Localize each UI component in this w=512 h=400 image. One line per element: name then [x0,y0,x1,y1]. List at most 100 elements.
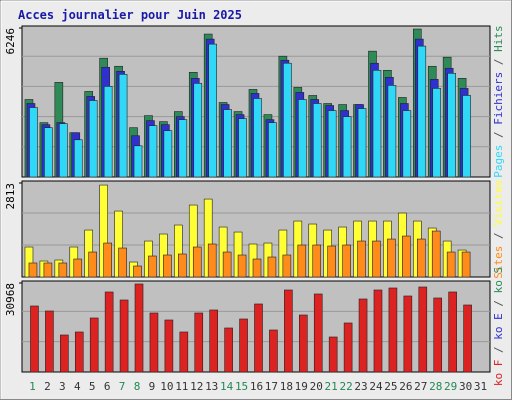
bar [194,312,204,373]
bar [284,289,293,373]
bar [134,283,144,373]
bar [178,119,188,178]
bar [148,255,157,278]
bar [104,291,114,373]
bar [29,107,38,178]
legend-entry: Visites [492,179,505,225]
x-tick-label: 26 [399,380,412,393]
bar [208,43,217,178]
x-tick-label: 14 [220,380,234,393]
x-tick-label: 22 [339,380,352,393]
bar [448,291,457,373]
x-tick-label: 16 [250,380,263,393]
bar [312,244,322,278]
x-tick-label: 18 [280,380,293,393]
bar [283,62,292,178]
bar [403,295,413,373]
x-tick-label: 8 [134,380,141,393]
bar [43,262,53,278]
bar [357,108,367,178]
bar [268,122,277,178]
x-tick-label: 9 [149,380,156,393]
x-tick-label: 21 [325,380,338,393]
bar [432,88,442,178]
x-tick-label: 5 [89,380,96,393]
bar [88,251,98,278]
bar [387,85,397,178]
bar [402,110,412,178]
bar [45,310,54,373]
bar [178,253,187,278]
legend-entry: ko E [492,313,505,340]
bar [133,265,142,278]
bar [74,331,84,373]
bar [372,69,382,178]
bar [461,251,471,278]
bar [312,103,322,178]
bar [253,98,262,178]
bar [358,298,368,373]
x-tick-label: 19 [295,380,308,393]
bar [60,334,69,373]
x-tick-label: 28 [429,380,442,393]
bar [402,235,411,278]
bar [447,73,456,178]
bar [163,254,172,278]
bar [58,262,68,278]
x-tick-label: 29 [444,380,457,393]
x-tick-label: 17 [265,380,278,393]
bar [342,244,351,278]
legend-entry: Sites [492,246,505,279]
bar [252,258,262,278]
legend-separator: / [492,125,505,145]
bar [343,322,353,373]
x-tick-label: 24 [369,380,383,393]
y-tick-label: 2813 [4,183,17,210]
bar [193,83,203,178]
legend-entry: ko S [492,267,505,294]
bar [431,230,441,278]
bar [269,329,278,373]
bar [254,303,263,373]
bar [28,262,38,278]
x-tick-label: 7 [119,380,126,393]
bar [59,123,68,178]
bar [342,116,352,178]
x-tick-label: 27 [414,380,427,393]
x-tick-label: 2 [44,380,51,393]
bar [418,286,428,373]
bar [118,247,127,278]
y-tick-label: 6246 [4,28,17,55]
bar [387,238,396,278]
x-tick-label: 3 [59,380,66,393]
x-tick-label: 23 [354,380,367,393]
bar [133,145,143,178]
bar [237,254,247,278]
bar [327,110,337,178]
bar [209,309,218,373]
bar [207,243,217,278]
y-tick-label: 30968 [4,283,17,316]
x-tick-label: 11 [175,380,188,393]
bar [88,100,98,178]
bar [118,74,128,178]
x-tick-label: 10 [160,380,173,393]
bar [282,254,292,278]
bar [373,289,383,373]
bar [417,45,427,178]
legend-separator: / [492,226,505,246]
bar [372,240,381,278]
bar [163,130,173,178]
legend: ko F / ko E / ko S [492,267,505,386]
x-tick-label: 1 [29,380,36,393]
bar [103,242,112,278]
x-tick-label: 13 [205,380,218,393]
legend-separator: / [492,293,505,313]
bar [357,240,366,278]
bar [416,238,426,278]
bar [192,246,202,278]
bar [119,299,129,373]
bar [297,244,307,278]
bar [327,245,336,278]
